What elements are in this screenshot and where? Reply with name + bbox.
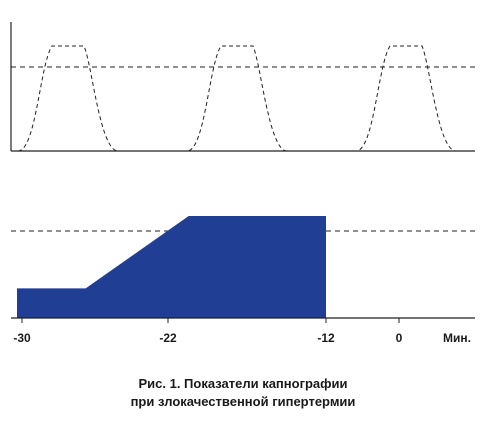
x-tick-label: -22 [159, 331, 177, 345]
x-tick-label: Мин. [443, 331, 471, 345]
x-axis-ticks: -30 -22 -12 0 Мин. [13, 318, 471, 345]
x-tick-label: -12 [317, 331, 335, 345]
etco2-area [17, 216, 326, 318]
trend-panel: -30 -22 -12 0 Мин. [11, 216, 475, 345]
caption-line-1: Рис. 1. Показатели капнографии [138, 376, 348, 391]
capnogram-wave [17, 45, 457, 152]
x-tick-label: 0 [396, 331, 403, 345]
capnogram-panel [10, 22, 475, 152]
x-tick-label: -30 [13, 331, 31, 345]
caption-line-2: при злокачественной гипертермии [130, 394, 356, 409]
